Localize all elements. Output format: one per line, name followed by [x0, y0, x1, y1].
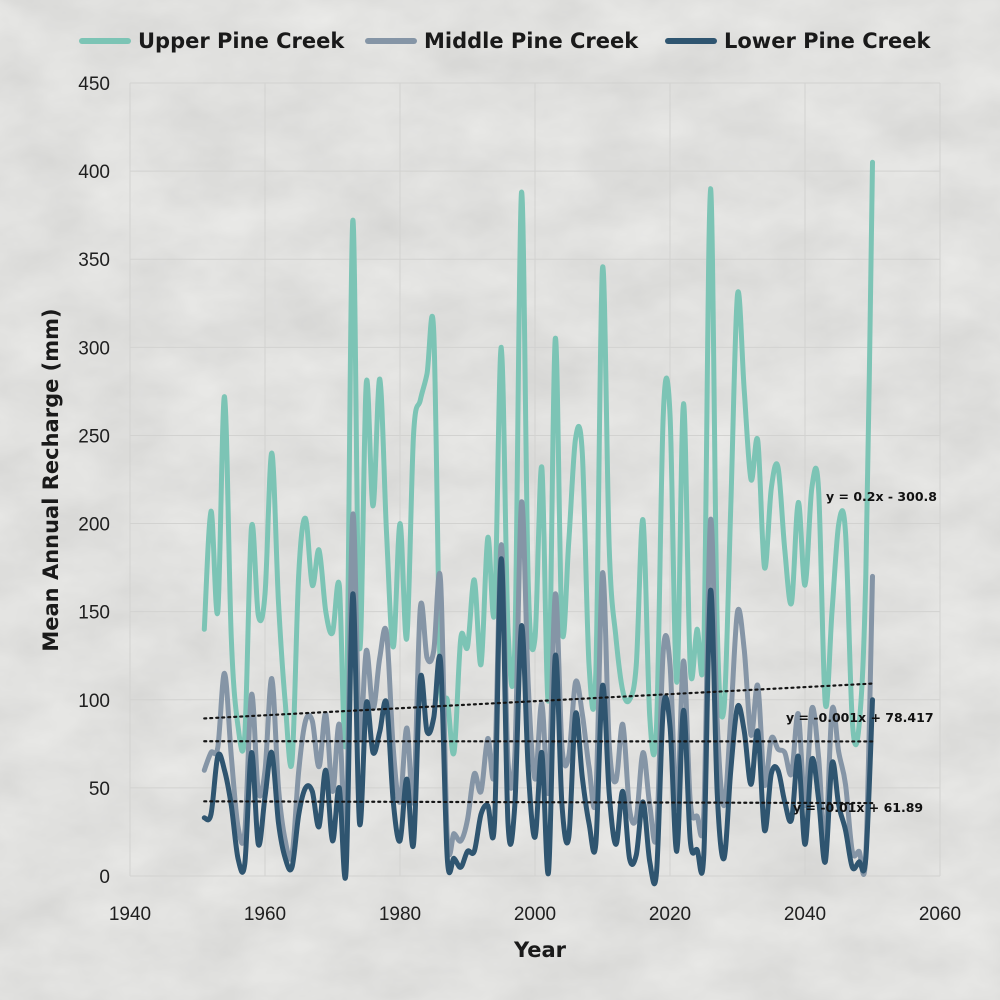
y-tick-label: 200	[78, 515, 110, 536]
y-tick-label: 250	[78, 426, 110, 447]
legend-label-lower-pine-creek: Lower Pine Creek	[724, 29, 931, 53]
trendline-upper-pine-creek	[203, 682, 874, 720]
y-tick-label: 150	[78, 603, 110, 624]
x-tick-label: 2060	[919, 904, 961, 925]
legend-label-upper-pine-creek: Upper Pine Creek	[138, 29, 345, 53]
y-tick-label: 450	[78, 74, 110, 95]
y-tick-label: 0	[99, 867, 110, 888]
x-tick-label: 2040	[784, 904, 826, 925]
x-axis-ticks: 1940 1960 1980 2000 2020 2040 2060	[109, 904, 961, 925]
legend: Upper Pine Creek Middle Pine Creek Lower P…	[79, 29, 931, 53]
y-axis-title: Mean Annual Recharge (mm)	[39, 308, 63, 651]
x-tick-label: 1980	[379, 904, 421, 925]
y-tick-label: 350	[78, 250, 110, 271]
x-tick-label: 1960	[244, 904, 286, 925]
trendlines: y = 0.2x - 300.8 y = -0.001x + 78.417 y = …	[203, 489, 937, 815]
trend-equation-middle-pine-creek: y = -0.001x + 78.417	[786, 710, 934, 725]
y-tick-label: 100	[78, 691, 110, 712]
x-tick-label: 1940	[109, 904, 151, 925]
x-axis-title: Year	[513, 938, 567, 962]
series-line-middle-pine-creek	[201, 499, 875, 877]
series-line-upper-pine-creek	[201, 159, 875, 769]
y-axis-ticks: 0 50 100 150 200 250 300 350 400 450	[78, 74, 110, 888]
y-tick-label: 400	[78, 162, 110, 183]
x-tick-label: 2000	[514, 904, 556, 925]
y-tick-label: 300	[78, 338, 110, 359]
grid	[129, 82, 941, 877]
x-tick-label: 2020	[649, 904, 691, 925]
series-line-lower-pine-creek	[201, 556, 875, 886]
series-lines	[201, 159, 875, 886]
trend-equation-lower-pine-creek: y = -0.01x + 61.89	[793, 800, 923, 815]
legend-label-middle-pine-creek: Middle Pine Creek	[424, 29, 639, 53]
trend-equation-upper-pine-creek: y = 0.2x - 300.8	[826, 489, 937, 504]
y-tick-label: 50	[89, 779, 110, 800]
